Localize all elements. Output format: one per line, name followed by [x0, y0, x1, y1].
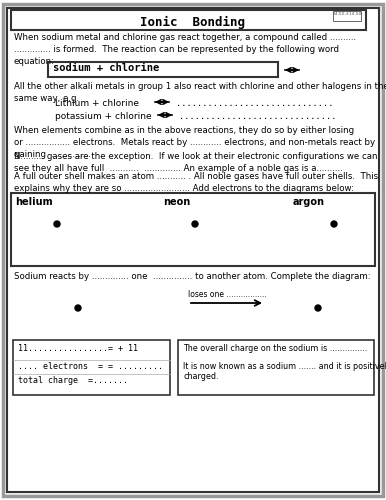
Bar [178, 340, 374, 395]
Text: sodium + chlorine: sodium + chlorine [53, 63, 159, 73]
Bar [11, 10, 366, 30]
Text: neon: neon [163, 197, 190, 207]
Text: potassium + chlorine: potassium + chlorine [55, 112, 152, 121]
Text: helium: helium [15, 197, 52, 207]
Bar [11, 193, 375, 266]
Circle shape [75, 305, 81, 311]
Text: The overall charge on the sodium is ...............: The overall charge on the sodium is ....… [183, 344, 367, 353]
Circle shape [331, 221, 337, 227]
Text: All the other alkali metals in group 1 also react with chlorine and other haloge: All the other alkali metals in group 1 a… [14, 82, 386, 103]
Circle shape [192, 221, 198, 227]
Text: When sodium metal and chlorine gas react together, a compound called ..........
: When sodium metal and chlorine gas react… [14, 33, 356, 66]
Text: .... electrons  = = .........: .... electrons = = ......... [18, 362, 163, 371]
Text: argon: argon [293, 197, 325, 207]
Text: A full outer shell makes an atom ........... . All noble gases have full outer s: A full outer shell makes an atom .......… [14, 172, 378, 193]
Text: ..............................: .............................. [176, 99, 334, 108]
Circle shape [315, 305, 321, 311]
Text: total charge  =.......: total charge =....... [18, 376, 128, 385]
Bar [333, 11, 361, 21]
Circle shape [54, 221, 60, 227]
Bar [13, 340, 170, 395]
Text: Lithium + chlorine: Lithium + chlorine [55, 99, 139, 108]
Text: loses one .................: loses one ................. [188, 290, 267, 299]
Text: charged.: charged. [183, 372, 218, 381]
Text: When elements combine as in the above reactions, they do so by either losing
or : When elements combine as in the above re… [14, 126, 375, 158]
Text: ..............................: .............................. [179, 112, 337, 121]
Bar [48, 62, 278, 77]
Text: N......... gases are the exception.  If we look at their electronic configuratio: N......... gases are the exception. If w… [14, 152, 378, 173]
Text: £4.50-£14.50: £4.50-£14.50 [332, 12, 362, 16]
Text: It is now known as a sodium ....... and it is positively: It is now known as a sodium ....... and … [183, 362, 386, 371]
Text: Ionic  Bonding: Ionic Bonding [141, 16, 245, 28]
Text: 11................= + 11: 11................= + 11 [18, 344, 138, 353]
Text: Sodium reacts by .............. one  ............... to another atom. Complete t: Sodium reacts by .............. one ....… [14, 272, 371, 281]
